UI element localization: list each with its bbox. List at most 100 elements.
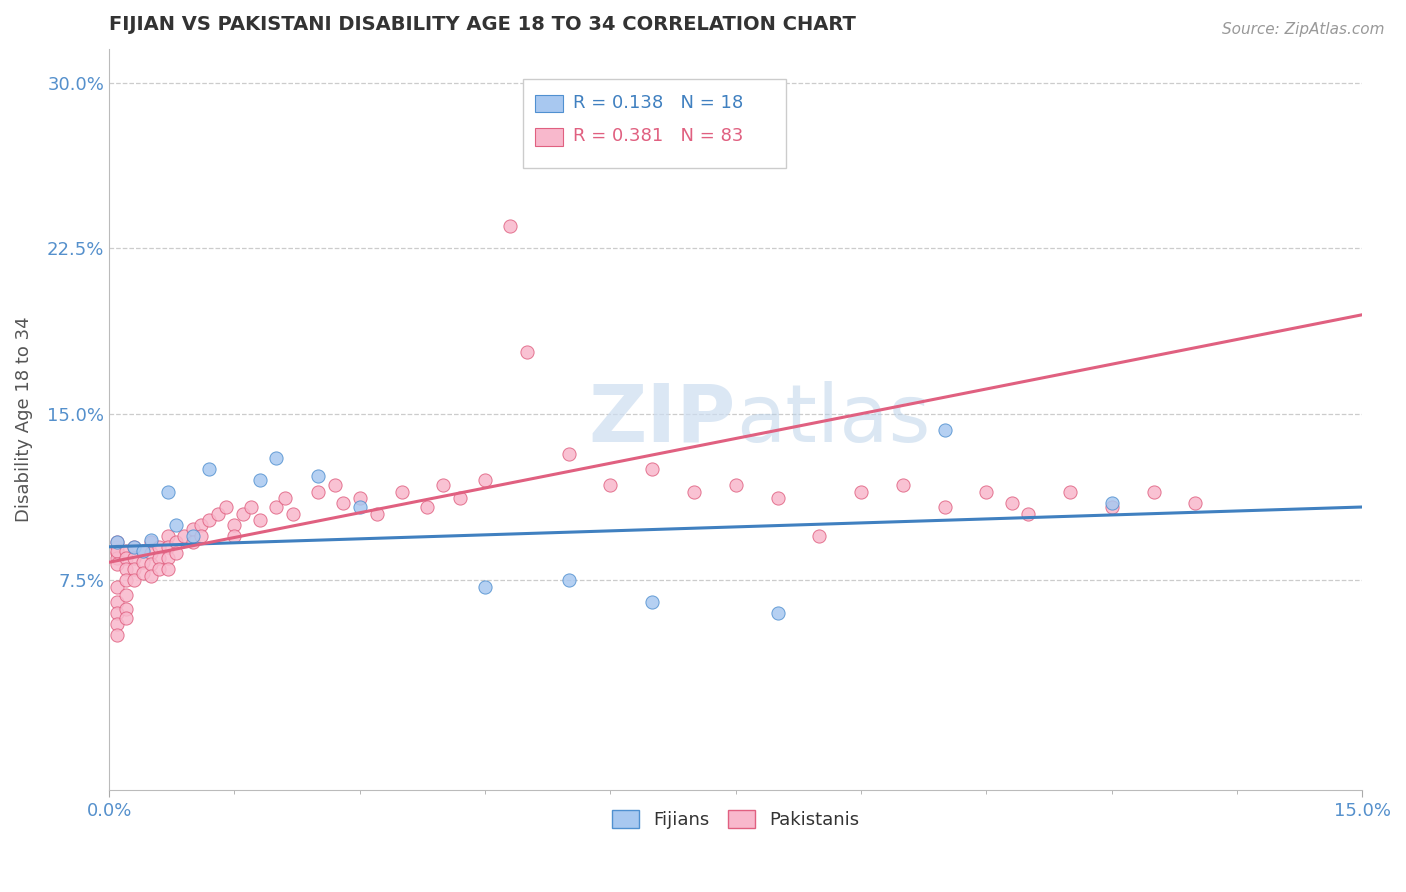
Point <box>131 566 153 581</box>
Point <box>474 580 496 594</box>
Point <box>181 535 204 549</box>
Point <box>107 617 129 632</box>
Point <box>1000 495 1022 509</box>
Point <box>107 540 129 554</box>
Point <box>181 522 204 536</box>
Point <box>114 550 136 565</box>
Point <box>207 507 229 521</box>
Point <box>249 513 271 527</box>
Point <box>976 484 998 499</box>
Point <box>131 544 153 558</box>
Point <box>891 478 914 492</box>
Point <box>724 478 747 492</box>
Point <box>122 573 145 587</box>
Text: ZIP: ZIP <box>589 381 735 458</box>
Point <box>323 478 346 492</box>
Point <box>499 219 522 234</box>
Point <box>156 540 179 554</box>
Point <box>165 535 187 549</box>
Point <box>641 595 664 609</box>
Point <box>190 517 212 532</box>
Point <box>114 562 136 576</box>
Point <box>122 540 145 554</box>
Point <box>139 533 162 548</box>
Point <box>114 601 136 615</box>
Point <box>215 500 238 514</box>
Point <box>122 550 145 565</box>
Point <box>114 544 136 558</box>
Point <box>165 517 187 532</box>
Point <box>641 462 664 476</box>
Point <box>107 550 129 565</box>
Point <box>349 500 371 514</box>
Text: FIJIAN VS PAKISTANI DISABILITY AGE 18 TO 34 CORRELATION CHART: FIJIAN VS PAKISTANI DISABILITY AGE 18 TO… <box>110 15 856 34</box>
Point <box>1059 484 1081 499</box>
FancyBboxPatch shape <box>536 128 562 145</box>
Point <box>281 507 304 521</box>
Point <box>107 535 129 549</box>
Point <box>1017 507 1039 521</box>
Point <box>240 500 263 514</box>
Point <box>131 544 153 558</box>
Point <box>173 529 195 543</box>
Point <box>557 573 579 587</box>
Point <box>156 562 179 576</box>
Point <box>934 500 956 514</box>
Point <box>349 491 371 505</box>
Text: Source: ZipAtlas.com: Source: ZipAtlas.com <box>1222 22 1385 37</box>
Point <box>156 550 179 565</box>
Point <box>249 474 271 488</box>
Point <box>139 568 162 582</box>
Point <box>107 546 129 560</box>
Text: R = 0.381   N = 83: R = 0.381 N = 83 <box>572 127 744 145</box>
Point <box>107 628 129 642</box>
Point <box>156 529 179 543</box>
Point <box>849 484 872 499</box>
Text: atlas: atlas <box>735 381 931 458</box>
Point <box>224 517 246 532</box>
Point <box>148 540 170 554</box>
Point <box>107 606 129 620</box>
Point <box>156 484 179 499</box>
Point <box>107 535 129 549</box>
Point <box>114 588 136 602</box>
Point <box>1142 484 1164 499</box>
Point <box>232 507 254 521</box>
Point <box>122 562 145 576</box>
Point <box>190 529 212 543</box>
Text: R = 0.138   N = 18: R = 0.138 N = 18 <box>572 94 744 112</box>
Point <box>1101 495 1123 509</box>
Point <box>107 544 129 558</box>
Point <box>165 546 187 560</box>
Point <box>934 423 956 437</box>
Point <box>139 558 162 572</box>
Point <box>332 495 354 509</box>
Point <box>599 478 621 492</box>
Point <box>808 529 831 543</box>
Point <box>683 484 706 499</box>
Point <box>264 451 287 466</box>
Point <box>766 606 789 620</box>
FancyBboxPatch shape <box>536 95 562 112</box>
Point <box>557 447 579 461</box>
Point <box>264 500 287 514</box>
Point <box>114 610 136 624</box>
Point <box>474 474 496 488</box>
Point <box>122 540 145 554</box>
FancyBboxPatch shape <box>523 79 786 168</box>
Point <box>181 529 204 543</box>
Point <box>139 535 162 549</box>
Point <box>148 550 170 565</box>
Point <box>391 484 413 499</box>
Point <box>307 469 329 483</box>
Point <box>224 529 246 543</box>
Point <box>131 555 153 569</box>
Point <box>449 491 471 505</box>
Legend: Fijians, Pakistanis: Fijians, Pakistanis <box>605 803 866 837</box>
Point <box>107 580 129 594</box>
Point <box>415 500 437 514</box>
Point <box>516 345 538 359</box>
Point <box>107 595 129 609</box>
Point <box>432 478 454 492</box>
Point <box>107 558 129 572</box>
